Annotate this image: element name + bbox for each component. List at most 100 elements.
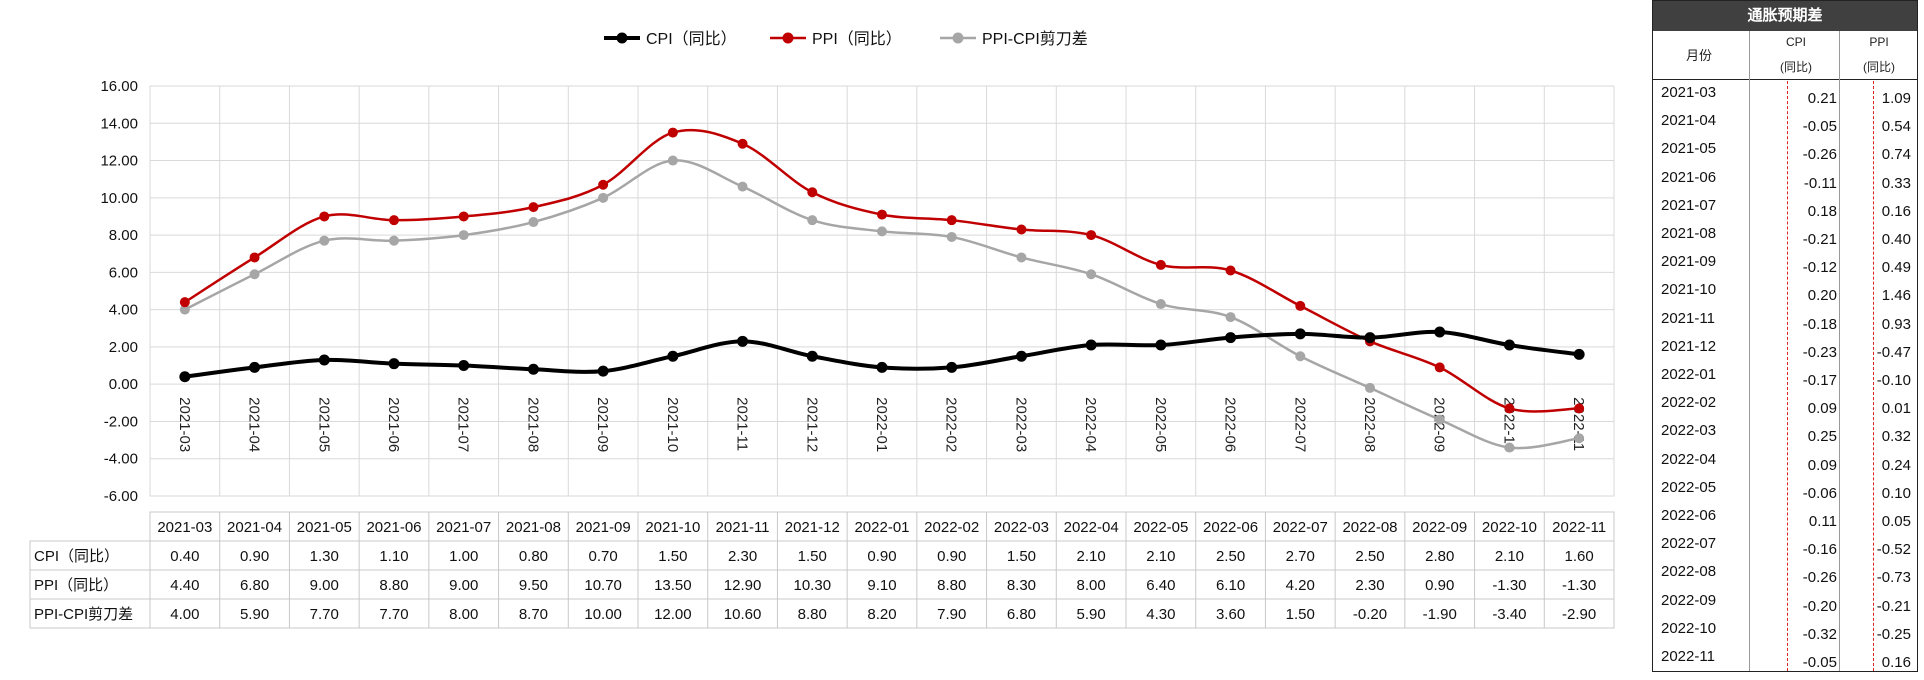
data-point-1 xyxy=(1574,403,1585,414)
data-table-cell: 1.50 xyxy=(1286,606,1315,623)
data-table-cell: 0.90 xyxy=(867,548,896,565)
table-row: 2022-08 -0.26 -0.73 xyxy=(1653,560,1917,588)
legend-cpi-marker xyxy=(616,32,628,44)
data-point-1 xyxy=(1155,259,1166,270)
data-table-cell: 1.50 xyxy=(658,548,687,565)
data-point-2 xyxy=(667,155,678,166)
data-table-series-label: CPI（同比） xyxy=(34,548,119,565)
row-cpi-value: -0.20 xyxy=(1802,597,1837,615)
legend-scissor-label: PPI-CPI剪刀差 xyxy=(982,30,1088,48)
header-divider xyxy=(1653,79,1917,80)
data-table-header-cell: 2022-01 xyxy=(854,519,909,536)
row-month: 2021-11 xyxy=(1661,309,1715,327)
row-month: 2021-04 xyxy=(1661,112,1717,130)
x-tick-label: 2022-06 xyxy=(1222,397,1239,452)
y-tick-label: 12.00 xyxy=(100,153,138,170)
row-cpi-value: -0.05 xyxy=(1802,118,1837,136)
row-ppi-value: 1.09 xyxy=(1881,90,1911,107)
data-table-cell: 0.90 xyxy=(1425,577,1454,594)
data-table-cell: 6.40 xyxy=(1146,577,1175,594)
cpi-subheader: (同比) xyxy=(1780,60,1812,74)
table-row: 2021-05 -0.26 0.74 xyxy=(1653,137,1917,165)
data-point-0 xyxy=(179,371,191,383)
data-point-0 xyxy=(667,350,679,362)
data-table-cell: 0.80 xyxy=(519,548,548,565)
x-tick-label: 2021-09 xyxy=(594,397,611,452)
table-row: 2022-09 -0.20 -0.21 xyxy=(1653,589,1917,617)
data-table-header-cell: 2021-04 xyxy=(227,519,282,536)
row-ppi-value: -0.73 xyxy=(1876,569,1911,587)
row-month: 2022-06 xyxy=(1661,507,1717,524)
row-ppi-value: -0.47 xyxy=(1876,343,1911,361)
table-row: 2021-07 0.18 0.16 xyxy=(1653,194,1917,222)
legend-scissor-marker xyxy=(952,32,964,44)
row-month: 2021-10 xyxy=(1661,281,1717,299)
table-row: 2021-03 0.21 1.09 xyxy=(1653,81,1917,109)
data-point-2 xyxy=(1155,299,1166,310)
table-title: 通胀预期差 xyxy=(1653,1,1917,31)
data-point-0 xyxy=(1225,332,1237,344)
data-point-2 xyxy=(946,231,957,242)
data-point-2 xyxy=(1574,433,1585,444)
data-table-cell: 6.80 xyxy=(1007,606,1036,623)
x-tick-label: 2022-07 xyxy=(1291,397,1308,452)
inflation-expectation-table: 通胀预期差 月份 CPI (同比) PPI (同比) 2021-03 0.21 1.… xyxy=(1652,0,1918,672)
row-cpi-value: -0.18 xyxy=(1802,315,1837,333)
x-tick-label: 2022-01 xyxy=(873,397,890,452)
y-tick-label: 14.00 xyxy=(100,115,138,132)
data-table-cell: 2.70 xyxy=(1286,548,1315,565)
row-cpi-value: -0.26 xyxy=(1802,146,1837,164)
row-month: 2022-02 xyxy=(1661,394,1717,412)
data-table-cell: 0.70 xyxy=(589,548,618,565)
row-cpi-value: -0.12 xyxy=(1802,259,1837,277)
data-table-series-label: PPI-CPI剪刀差 xyxy=(34,606,133,623)
data-point-2 xyxy=(528,217,539,228)
x-tick-label: 2021-08 xyxy=(524,397,541,452)
row-month: 2022-03 xyxy=(1661,422,1717,440)
row-month: 2021-07 xyxy=(1661,196,1717,214)
data-point-2 xyxy=(319,235,330,246)
table-row: 2022-02 0.09 0.01 xyxy=(1653,391,1917,419)
data-table-cell: 9.50 xyxy=(519,577,548,594)
column-divider xyxy=(1839,31,1840,671)
row-ppi-value: 0.40 xyxy=(1881,231,1911,248)
y-tick-label: 8.00 xyxy=(109,227,138,244)
data-point-2 xyxy=(1086,269,1097,280)
data-point-2 xyxy=(389,235,399,246)
table-row: 2021-08 -0.21 0.40 xyxy=(1653,222,1917,250)
x-tick-label: 2022-04 xyxy=(1082,397,1099,452)
data-point-0 xyxy=(806,350,818,362)
data-table-body-bg xyxy=(29,540,1615,629)
row-cpi-value: -0.21 xyxy=(1802,231,1837,248)
legend-ppi-label: PPI（同比） xyxy=(812,30,902,48)
row-ppi-value: 0.93 xyxy=(1881,315,1911,333)
row-month: 2021-08 xyxy=(1661,225,1717,242)
data-point-2 xyxy=(1016,252,1027,263)
ppi-zero-line xyxy=(1873,81,1874,671)
ppi-subheader: (同比) xyxy=(1863,60,1895,74)
data-point-1 xyxy=(1086,230,1097,241)
data-point-0 xyxy=(1503,339,1515,351)
data-point-0 xyxy=(458,360,470,372)
data-point-1 xyxy=(1295,300,1306,311)
data-table-cell: 2.10 xyxy=(1146,548,1175,565)
data-point-0 xyxy=(597,365,609,377)
data-table-cell: 10.60 xyxy=(724,606,762,623)
row-cpi-value: 0.11 xyxy=(1808,513,1837,530)
data-point-0 xyxy=(1434,326,1446,338)
cpi-zero-line xyxy=(1787,81,1788,671)
data-point-2 xyxy=(1434,414,1445,425)
row-cpi-value: 0.20 xyxy=(1807,287,1837,305)
data-table-cell: 12.90 xyxy=(724,577,762,594)
table-row: 2022-06 0.11 0.05 xyxy=(1653,504,1917,532)
row-month: 2022-09 xyxy=(1661,591,1717,609)
data-table-cell: 7.70 xyxy=(310,606,339,623)
row-ppi-value: 0.05 xyxy=(1881,513,1911,530)
data-table-cell: 0.40 xyxy=(170,548,199,565)
row-month: 2021-09 xyxy=(1661,253,1717,271)
row-month: 2021-03 xyxy=(1661,84,1717,101)
data-table-header-cell: 2022-03 xyxy=(994,519,1049,536)
data-table-cell: 13.50 xyxy=(654,577,692,594)
data-point-1 xyxy=(319,211,330,222)
row-month: 2021-06 xyxy=(1661,168,1717,186)
